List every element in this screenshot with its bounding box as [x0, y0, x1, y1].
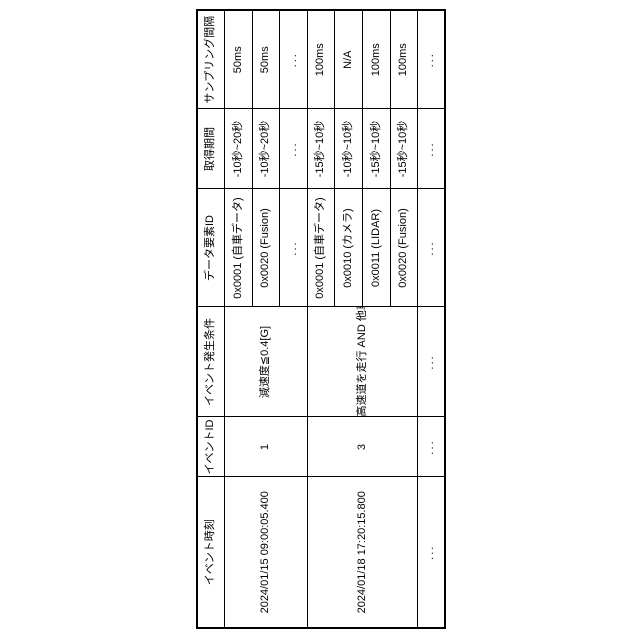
acquisition-period-cell: -10秒~20秒 [224, 109, 252, 189]
col-header-event-id: イベントID [197, 417, 224, 477]
col-header-event-condition: イベント発生条件 [197, 307, 224, 417]
col-header-data-element-id: データ要素ID [197, 189, 224, 307]
table-row: 2024/01/15 09:00:05.400 1 減速度≦0.4[G] 0x0… [224, 10, 307, 628]
ellipsis-row: ... ... ... ... ... ... [417, 10, 445, 628]
acquisition-period-cell: ... [279, 109, 307, 189]
sampling-interval-cell: 100ms [362, 10, 390, 109]
table-row: 2024/01/18 17:20:15.800 3 高速道を走行 AND 他車の… [307, 10, 417, 628]
acquisition-period-cell: -10秒~10秒 [334, 109, 362, 189]
data-element-id-cell: 0x0001 (自車データ) [224, 189, 252, 307]
event-condition-cell: ... [417, 307, 445, 417]
sampling-interval-cell: 100ms [307, 10, 334, 109]
acquisition-period-cell: -15秒~10秒 [390, 109, 417, 189]
event-condition-cell: 高速道を走行 AND 他車のカットイン検知 [307, 307, 417, 417]
col-header-acquisition-period: 取得期間 [197, 109, 224, 189]
event-time-cell: ... [417, 477, 445, 628]
sampling-interval-cell: ... [417, 10, 445, 109]
event-data-table: イベント時刻 イベントID イベント発生条件 データ要素ID 取得期間 サンプリ… [196, 9, 446, 629]
data-element-id-cell: 0x0011 (LIDAR) [362, 189, 390, 307]
col-header-event-time: イベント時刻 [197, 477, 224, 628]
header-row: イベント時刻 イベントID イベント発生条件 データ要素ID 取得期間 サンプリ… [197, 10, 224, 628]
acquisition-period-cell: -15秒~10秒 [307, 109, 334, 189]
event-time-cell: 2024/01/18 17:20:15.800 [307, 477, 417, 628]
sampling-interval-cell: 50ms [224, 10, 252, 109]
rotated-table-container: イベント時刻 イベントID イベント発生条件 データ要素ID 取得期間 サンプリ… [196, 9, 446, 629]
data-element-id-cell: 0x0010 (カメラ) [334, 189, 362, 307]
sampling-interval-cell: ... [279, 10, 307, 109]
data-element-id-cell: 0x0001 (自車データ) [307, 189, 334, 307]
acquisition-period-cell: ... [417, 109, 445, 189]
event-id-cell: 1 [224, 417, 307, 477]
sampling-interval-cell: N/A [334, 10, 362, 109]
sampling-interval-cell: 50ms [252, 10, 279, 109]
col-header-sampling-interval: サンプリング間隔 [197, 10, 224, 109]
event-time-cell: 2024/01/15 09:00:05.400 [224, 477, 307, 628]
event-id-cell: ... [417, 417, 445, 477]
data-element-id-cell: 0x0020 (Fusion) [390, 189, 417, 307]
data-element-id-cell: 0x0020 (Fusion) [252, 189, 279, 307]
event-condition-cell: 減速度≦0.4[G] [224, 307, 307, 417]
acquisition-period-cell: -10秒~20秒 [252, 109, 279, 189]
data-element-id-cell: ... [417, 189, 445, 307]
sampling-interval-cell: 100ms [390, 10, 417, 109]
data-element-id-cell: ... [279, 189, 307, 307]
event-id-cell: 3 [307, 417, 417, 477]
acquisition-period-cell: -15秒~10秒 [362, 109, 390, 189]
